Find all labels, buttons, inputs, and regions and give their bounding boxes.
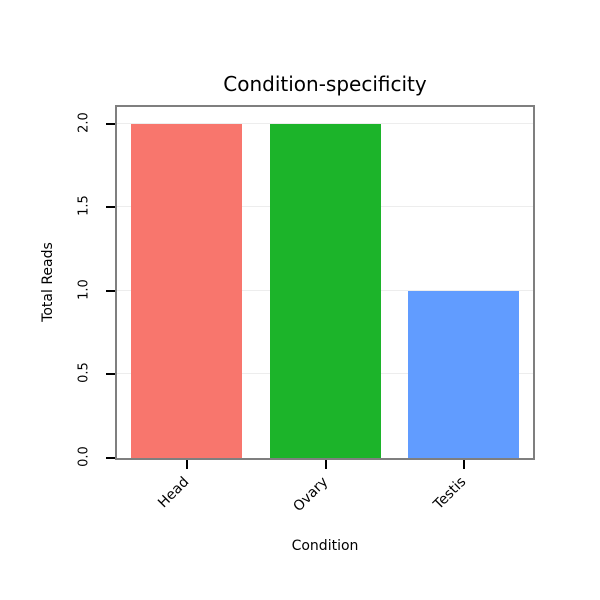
bar-head <box>131 124 242 458</box>
x-tick-ovary <box>324 460 327 469</box>
x-tick-testis <box>462 460 465 469</box>
plot-area <box>115 105 535 460</box>
y-tick-label-0.5: 0.5 <box>76 362 92 384</box>
x-tick-head <box>185 460 188 469</box>
gridline-y-2 <box>117 122 533 124</box>
x-tick-label-testis: Testis <box>430 474 469 513</box>
y-tick-2.0 <box>106 122 115 125</box>
bar-ovary <box>270 124 381 458</box>
y-tick-1.0 <box>106 289 115 292</box>
y-axis-label: Total Reads <box>40 241 56 322</box>
y-tick-1.5 <box>106 206 115 209</box>
y-tick-label-0.0: 0.0 <box>76 446 92 467</box>
y-tick-0.0 <box>106 457 115 459</box>
y-tick-0.5 <box>106 373 115 376</box>
chart-title: Condition-specificity <box>223 72 427 96</box>
x-tick-label-head: Head <box>154 474 192 512</box>
x-tick-label-ovary: Ovary <box>289 474 331 515</box>
y-tick-label-1.5: 1.5 <box>76 195 92 217</box>
bar-testis <box>408 291 519 458</box>
x-axis-label: Condition <box>291 538 359 554</box>
y-tick-label-1.0: 1.0 <box>76 279 92 300</box>
y-tick-label-2.0: 2.0 <box>76 111 92 133</box>
